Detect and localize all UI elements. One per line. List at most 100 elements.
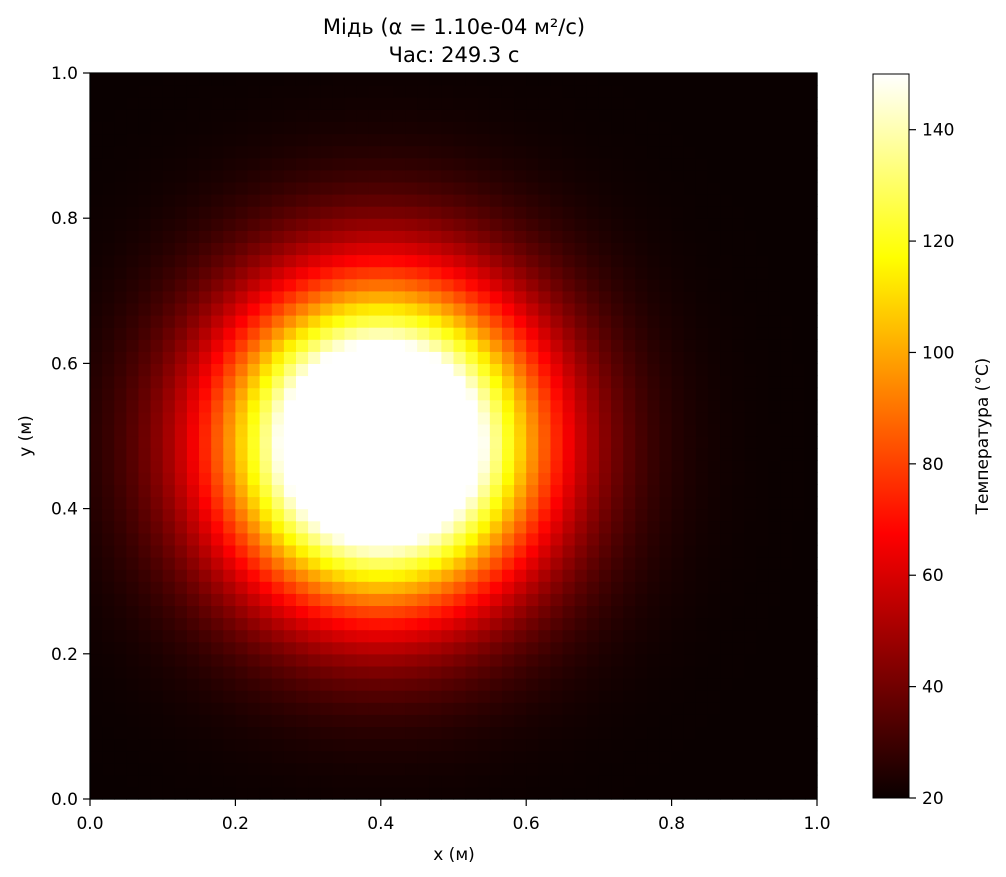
heatmap-cell	[380, 520, 394, 534]
heatmap-cell	[768, 436, 782, 449]
heatmap-cell	[501, 133, 515, 147]
heatmap-cell	[368, 762, 382, 776]
heatmap-cell	[247, 750, 261, 764]
heatmap-cell	[441, 206, 455, 219]
heatmap-cell	[671, 351, 685, 364]
heatmap-cell	[332, 544, 346, 558]
heatmap-cell	[780, 472, 794, 485]
heatmap-cell	[659, 230, 673, 243]
heatmap-cell	[126, 508, 140, 522]
heatmap-cell	[174, 629, 188, 643]
heatmap-cell	[392, 85, 406, 98]
heatmap-cell	[756, 109, 770, 122]
heatmap-cell	[320, 641, 333, 655]
heatmap-cell	[308, 339, 321, 352]
heatmap-cell	[489, 532, 503, 546]
heatmap-cell	[489, 617, 503, 631]
heatmap-cell	[150, 218, 164, 231]
heatmap-cell	[138, 411, 152, 425]
heatmap-cell	[683, 351, 697, 364]
heatmap-cell	[671, 218, 685, 231]
heatmap-cell	[659, 121, 673, 135]
heatmap-cell	[211, 593, 224, 606]
heatmap-cell	[344, 339, 358, 352]
heatmap-cell	[671, 690, 685, 703]
heatmap-cell	[320, 726, 333, 740]
heatmap-cell	[683, 109, 697, 122]
heatmap-cell	[223, 581, 236, 594]
heatmap-cell	[659, 157, 673, 171]
heatmap-cell	[635, 762, 648, 776]
heatmap-cell	[526, 169, 539, 183]
heatmap-cell	[598, 762, 612, 776]
heatmap-cell	[732, 423, 745, 437]
heatmap-cell	[174, 266, 188, 280]
heatmap-cell	[332, 169, 346, 183]
heatmap-cell	[756, 290, 770, 304]
heatmap-cell	[320, 194, 333, 207]
heatmap-cell	[392, 363, 406, 377]
heatmap-cell	[380, 97, 394, 110]
heatmap-cell	[259, 387, 273, 401]
heatmap-cell	[138, 145, 152, 159]
heatmap-cells	[90, 73, 818, 800]
heatmap-cell	[223, 690, 236, 703]
heatmap-cell	[720, 230, 733, 243]
heatmap-cell	[707, 690, 721, 703]
heatmap-cell	[392, 665, 406, 679]
heatmap-cell	[392, 460, 406, 473]
heatmap-cell	[417, 230, 430, 243]
heatmap-cell	[720, 97, 733, 110]
heatmap-cell	[283, 714, 297, 727]
heatmap-cell	[659, 302, 673, 316]
heatmap-cell	[477, 774, 491, 788]
heatmap-cell	[465, 786, 479, 800]
heatmap-cell	[683, 290, 697, 304]
heatmap-cell	[611, 496, 624, 510]
heatmap-cell	[405, 242, 418, 256]
heatmap-cell	[744, 327, 758, 340]
heatmap-cell	[320, 653, 333, 667]
heatmap-cell	[489, 569, 503, 582]
heatmap-cell	[562, 665, 576, 679]
heatmap-cell	[611, 653, 624, 667]
heatmap-cell	[526, 290, 539, 304]
heatmap-cell	[283, 363, 297, 377]
heatmap-cell	[501, 339, 515, 352]
heatmap-cell	[526, 266, 539, 280]
heatmap-cell	[586, 206, 600, 219]
heatmap-cell	[720, 302, 733, 316]
heatmap-cell	[211, 423, 224, 437]
heatmap-cell	[671, 339, 685, 352]
heatmap-cell	[138, 786, 152, 800]
heatmap-cell	[344, 85, 358, 98]
heatmap-cell	[247, 726, 261, 740]
heatmap-cell	[308, 206, 321, 219]
heatmap-cell	[235, 315, 249, 328]
heatmap-cell	[235, 448, 249, 461]
heatmap-cell	[574, 85, 588, 98]
heatmap-cell	[647, 665, 661, 679]
heatmap-cell	[780, 653, 794, 667]
heatmap-cell	[271, 97, 285, 110]
heatmap-cell	[223, 218, 236, 231]
heatmap-cell	[211, 544, 224, 558]
heatmap-cell	[744, 133, 758, 147]
heatmap-cell	[174, 242, 188, 256]
heatmap-cell	[768, 351, 782, 364]
heatmap-cell	[598, 278, 612, 292]
heatmap-cell	[332, 97, 346, 110]
heatmap-cell	[283, 181, 297, 195]
heatmap-cell	[477, 714, 491, 727]
heatmap-cell	[792, 665, 806, 679]
heatmap-cell	[102, 774, 115, 788]
heatmap-cell	[211, 557, 224, 570]
heatmap-cell	[623, 194, 636, 207]
heatmap-cell	[574, 315, 588, 328]
heatmap-cell	[744, 520, 758, 534]
heatmap-cell	[417, 786, 430, 800]
heatmap-cell	[150, 387, 164, 401]
heatmap-cell	[223, 750, 236, 764]
heatmap-cell	[320, 460, 333, 473]
heatmap-cell	[380, 629, 394, 643]
